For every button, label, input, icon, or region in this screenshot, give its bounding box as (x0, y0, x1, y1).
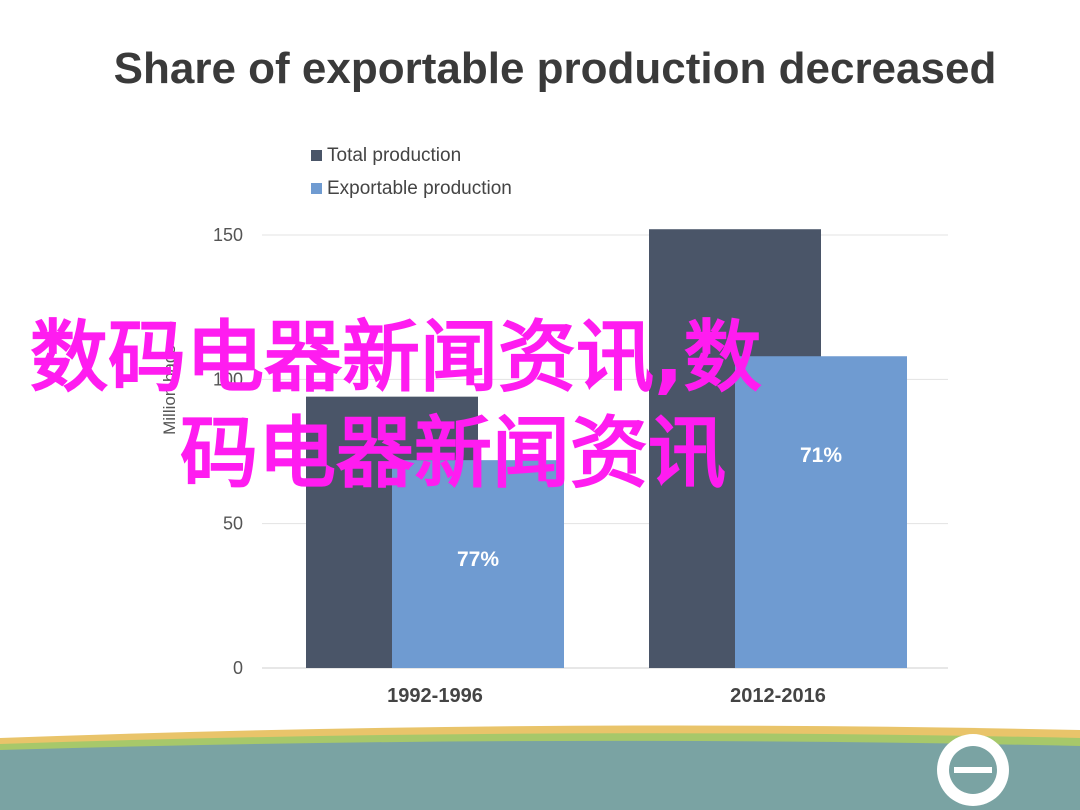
y-tick-label: 100 (213, 369, 243, 389)
legend-label: Exportable production (327, 178, 512, 199)
bar-exportable-production (392, 460, 564, 668)
legend-swatch (311, 183, 322, 194)
legend-swatch (311, 150, 322, 161)
legend: Total production Exportable production (311, 145, 512, 199)
footer-band (0, 725, 1080, 810)
y-tick-label: 0 (233, 658, 243, 678)
legend-label: Total production (327, 145, 461, 166)
y-axis-label: Million bags (160, 345, 179, 435)
y-tick-labels: 0 50 100 150 (213, 225, 243, 678)
page-title: Share of exportable production decreased (113, 44, 997, 93)
footer-band-fill (0, 740, 1080, 810)
data-labels: 77% 71% (457, 444, 842, 571)
y-tick-label: 50 (223, 514, 243, 534)
y-tick-label: 150 (213, 225, 243, 245)
bar-exportable-production (735, 356, 907, 668)
x-tick-label: 2012-2016 (730, 685, 826, 707)
bars (306, 229, 907, 668)
x-tick-labels: 1992-1996 2012-2016 (387, 685, 826, 707)
circle-logo-icon (937, 734, 1009, 806)
data-label: 77% (457, 548, 499, 571)
x-tick-label: 1992-1996 (387, 685, 483, 707)
data-label: 71% (800, 444, 842, 467)
